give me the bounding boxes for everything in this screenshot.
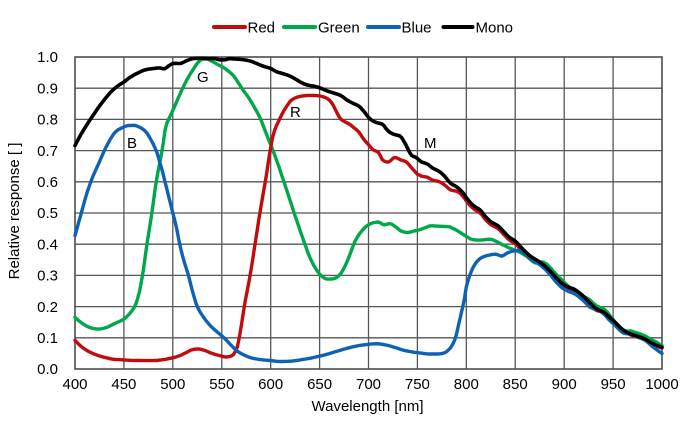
svg-text:0.6: 0.6 bbox=[37, 174, 58, 191]
svg-text:800: 800 bbox=[454, 376, 479, 393]
svg-text:500: 500 bbox=[160, 376, 185, 393]
svg-text:Green: Green bbox=[318, 20, 360, 37]
svg-text:0.4: 0.4 bbox=[37, 236, 58, 253]
svg-text:0.0: 0.0 bbox=[37, 361, 58, 378]
svg-text:700: 700 bbox=[356, 376, 381, 393]
svg-text:Red: Red bbox=[248, 20, 276, 37]
svg-text:1.0: 1.0 bbox=[37, 49, 58, 66]
svg-text:550: 550 bbox=[209, 376, 234, 393]
svg-text:600: 600 bbox=[258, 376, 283, 393]
svg-text:G: G bbox=[197, 69, 209, 86]
svg-text:Wavelength [nm]: Wavelength [nm] bbox=[312, 398, 424, 415]
svg-text:850: 850 bbox=[503, 376, 528, 393]
svg-text:950: 950 bbox=[601, 376, 626, 393]
svg-text:Relative response [ ]: Relative response [ ] bbox=[6, 143, 23, 280]
svg-text:Mono: Mono bbox=[476, 20, 514, 37]
svg-text:0.7: 0.7 bbox=[37, 143, 58, 160]
svg-text:450: 450 bbox=[111, 376, 136, 393]
svg-text:0.9: 0.9 bbox=[37, 80, 58, 97]
svg-text:900: 900 bbox=[552, 376, 577, 393]
svg-text:650: 650 bbox=[307, 376, 332, 393]
svg-text:0.3: 0.3 bbox=[37, 268, 58, 285]
svg-text:0.1: 0.1 bbox=[37, 330, 58, 347]
svg-text:M: M bbox=[424, 135, 437, 152]
svg-text:Blue: Blue bbox=[402, 20, 432, 37]
svg-text:0.2: 0.2 bbox=[37, 299, 58, 316]
svg-text:1000: 1000 bbox=[645, 376, 678, 393]
svg-text:R: R bbox=[290, 104, 301, 121]
svg-text:B: B bbox=[127, 135, 137, 152]
svg-text:0.8: 0.8 bbox=[37, 112, 58, 129]
svg-text:0.5: 0.5 bbox=[37, 205, 58, 222]
svg-text:400: 400 bbox=[62, 376, 87, 393]
svg-text:750: 750 bbox=[405, 376, 430, 393]
